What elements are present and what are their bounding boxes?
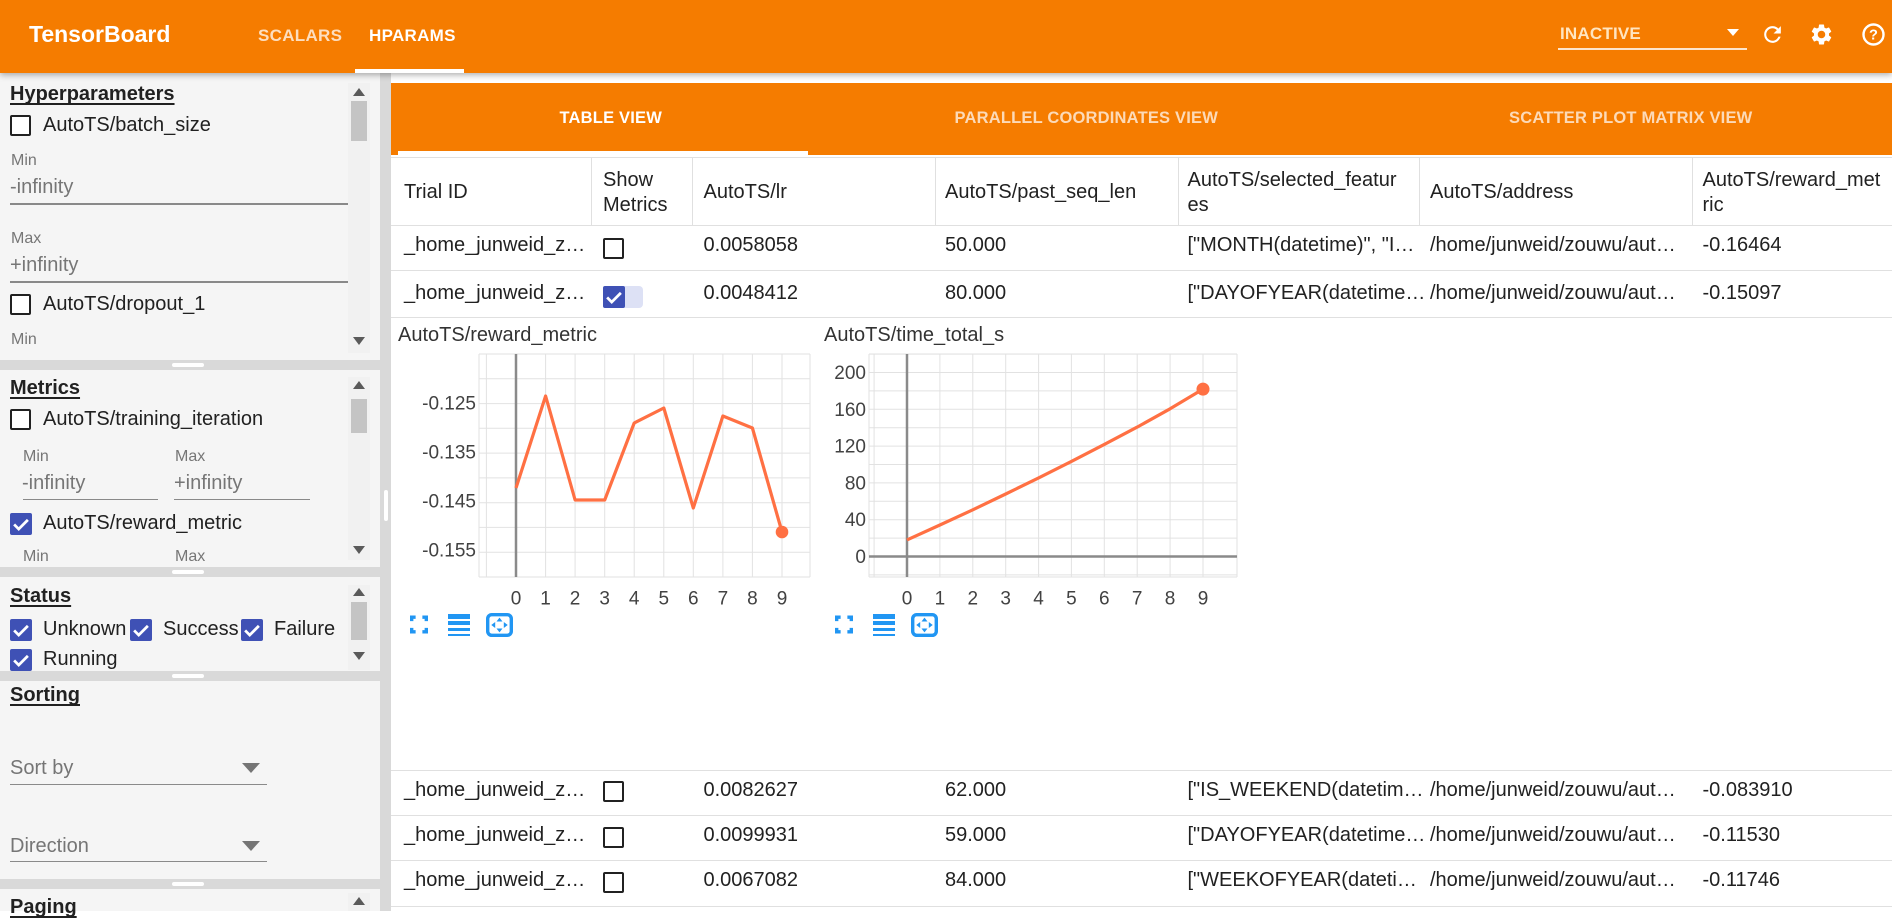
- svg-text:40: 40: [845, 510, 866, 531]
- svg-text:0: 0: [855, 547, 866, 568]
- svg-text:?: ?: [1869, 28, 1878, 44]
- svg-text:7: 7: [1132, 589, 1143, 610]
- svg-text:80: 80: [845, 473, 866, 494]
- svg-text:-0.155: -0.155: [422, 541, 476, 562]
- svg-text:1: 1: [935, 589, 946, 610]
- svg-text:6: 6: [688, 589, 699, 610]
- svg-text:160: 160: [834, 400, 866, 421]
- svg-text:3: 3: [1000, 589, 1011, 610]
- svg-text:9: 9: [777, 589, 788, 610]
- svg-text:2: 2: [968, 589, 979, 610]
- svg-text:-0.145: -0.145: [422, 492, 476, 513]
- svg-text:7: 7: [718, 589, 729, 610]
- svg-text:2: 2: [570, 589, 581, 610]
- svg-text:8: 8: [1165, 589, 1176, 610]
- svg-text:9: 9: [1198, 589, 1209, 610]
- svg-text:0: 0: [511, 589, 522, 610]
- svg-text:6: 6: [1099, 589, 1110, 610]
- svg-text:3: 3: [599, 589, 610, 610]
- svg-text:4: 4: [629, 589, 640, 610]
- svg-text:120: 120: [834, 437, 866, 458]
- svg-text:0: 0: [902, 589, 913, 610]
- svg-text:1: 1: [540, 589, 551, 610]
- svg-text:8: 8: [747, 589, 758, 610]
- svg-text:-0.135: -0.135: [422, 443, 476, 464]
- svg-text:-0.125: -0.125: [422, 394, 476, 415]
- svg-text:5: 5: [1066, 589, 1077, 610]
- svg-text:4: 4: [1033, 589, 1044, 610]
- svg-text:200: 200: [834, 363, 866, 384]
- svg-text:5: 5: [659, 589, 670, 610]
